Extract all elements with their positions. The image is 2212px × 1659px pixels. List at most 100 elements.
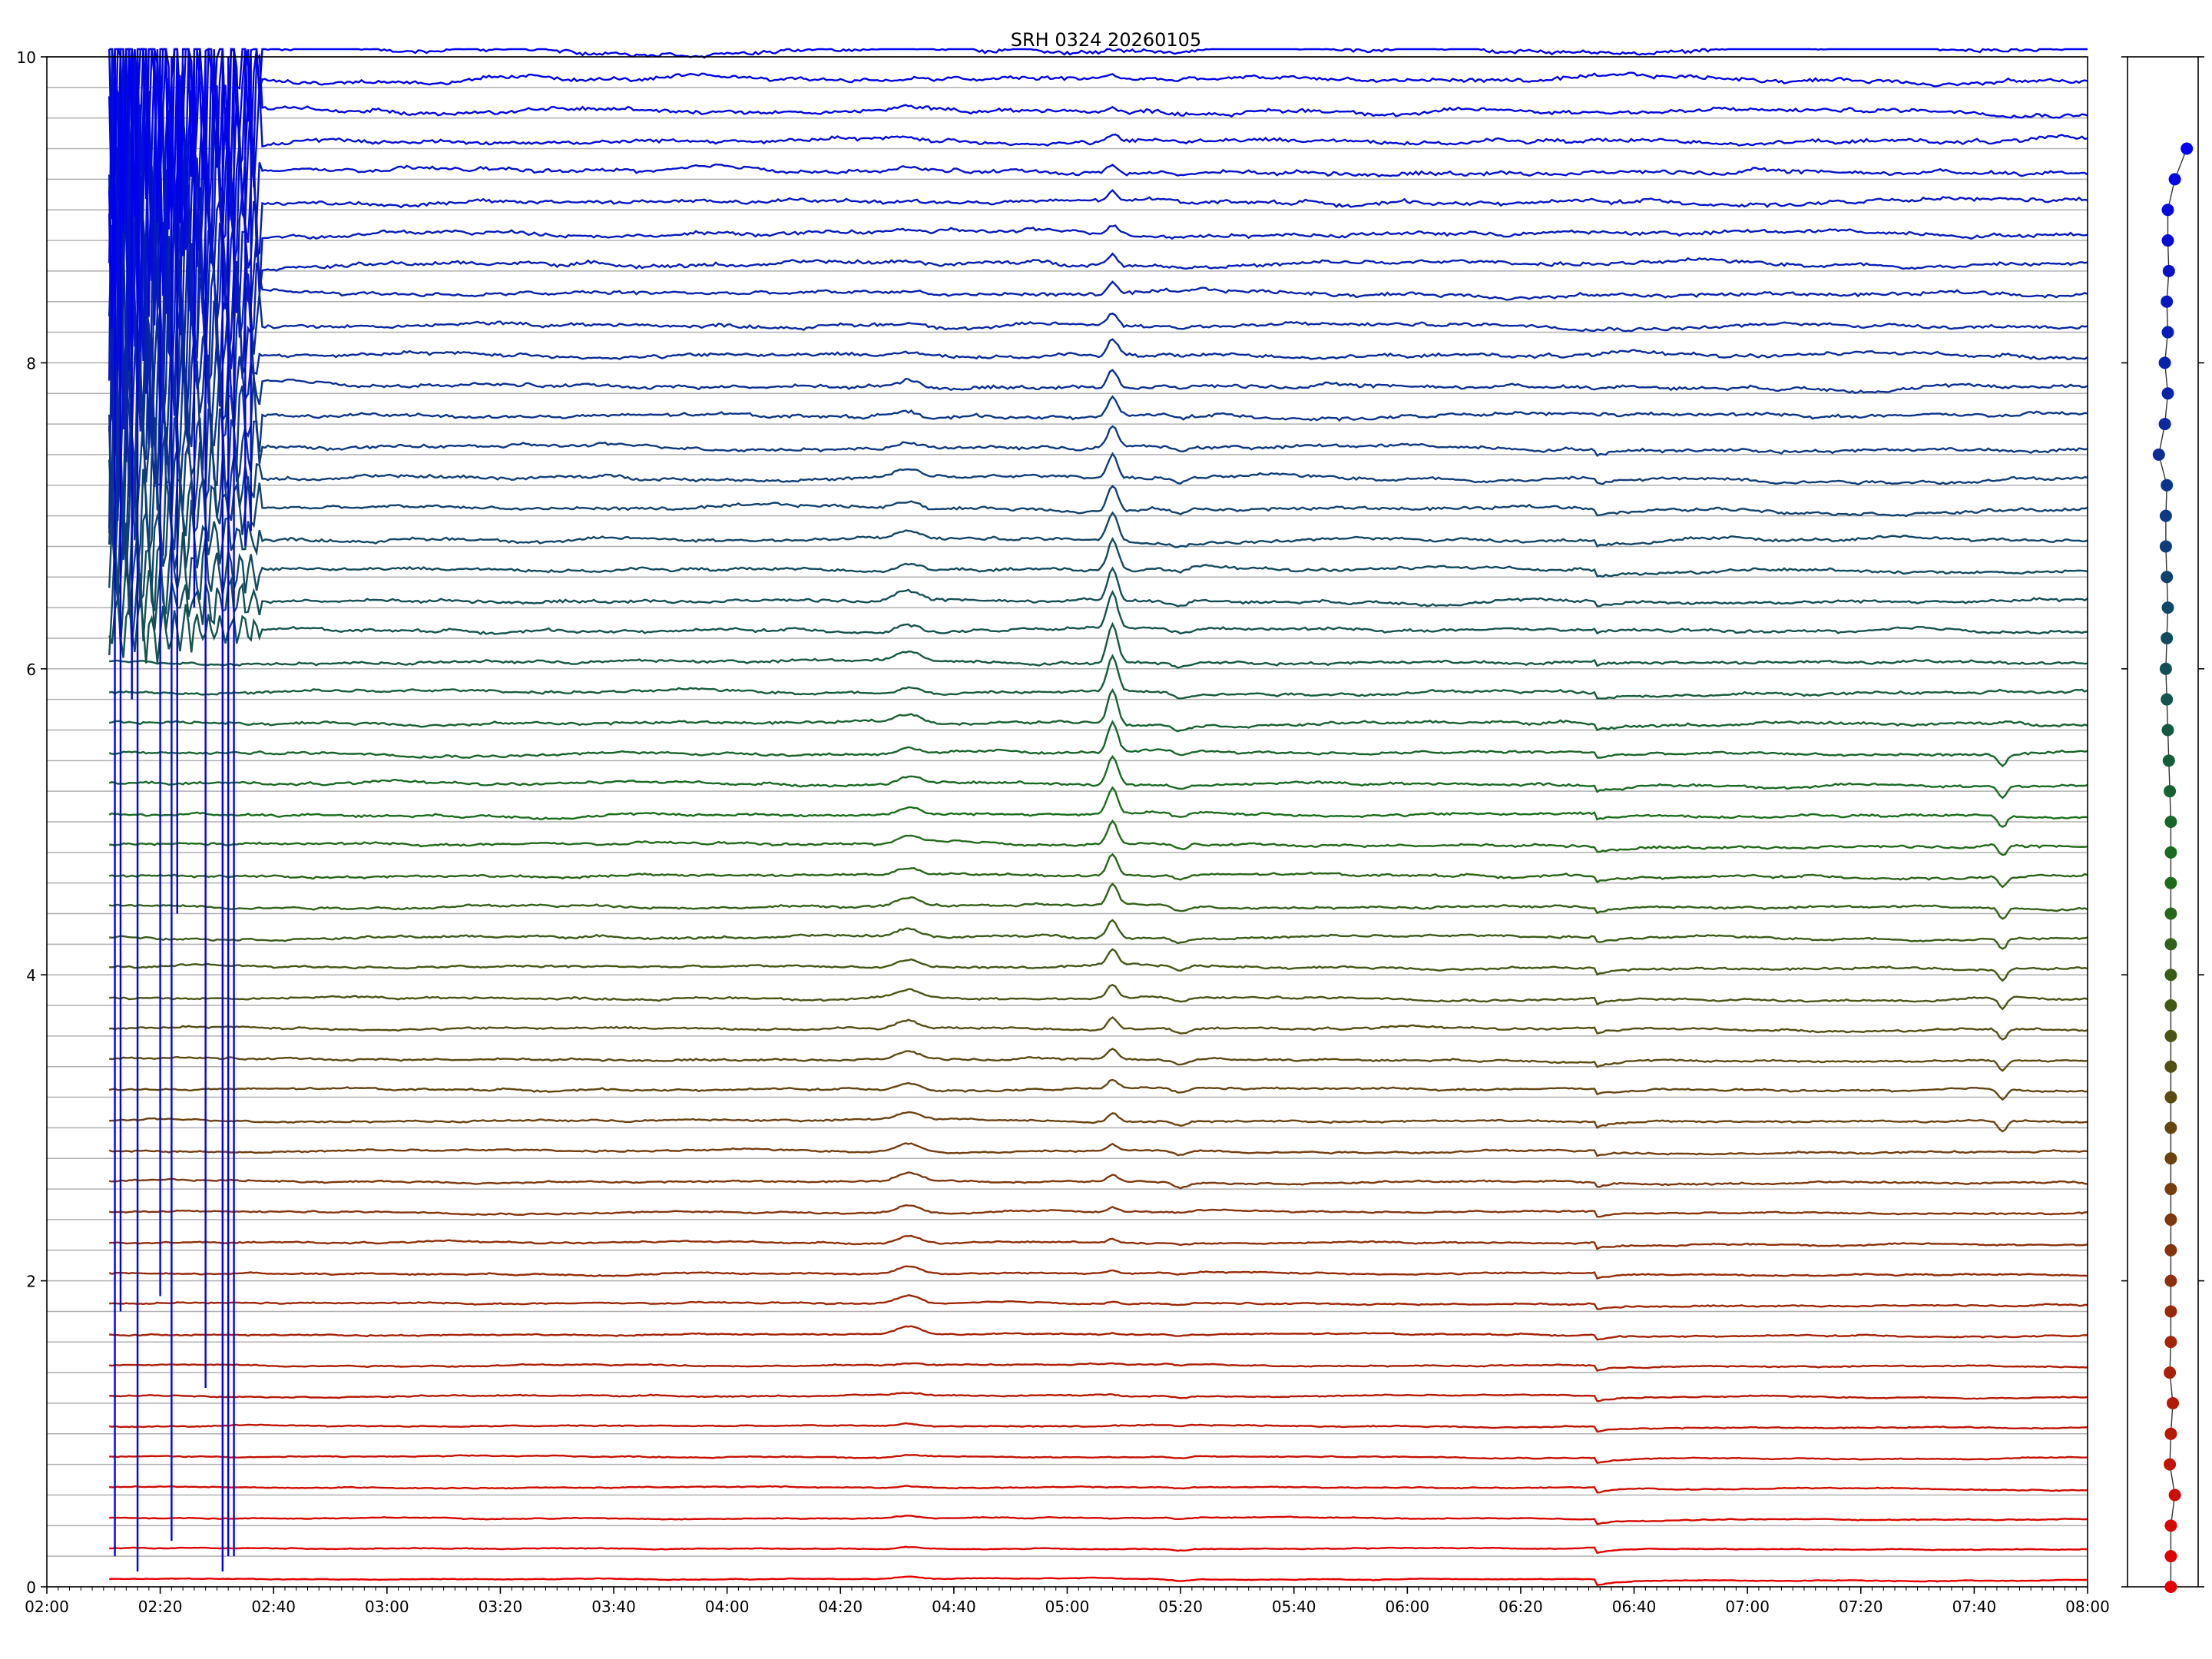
trace-line [108,589,2088,664]
side-point [2161,234,2174,247]
side-point [2152,448,2165,461]
side-point [2164,938,2177,951]
side-point [2164,1427,2177,1440]
x-tick-label: 06:00 [1386,1598,1430,1616]
x-tick-label: 02:40 [251,1598,296,1616]
side-point [2164,1243,2177,1257]
trace-line [109,983,2088,1011]
trace-line [108,1078,2088,1101]
side-point [2161,724,2174,737]
side-point [2161,387,2174,400]
side-point [2164,1213,2177,1226]
x-tick-label: 02:20 [138,1598,183,1616]
trace-line [108,654,2088,700]
side-point [2164,1121,2177,1134]
side-point [2164,1519,2177,1532]
side-point [2181,142,2194,155]
trace-line [108,186,2088,436]
trace-line [109,1575,2088,1587]
x-tick-label: 02:00 [25,1598,69,1616]
side-point [2162,264,2175,277]
trace-line [109,1171,2088,1190]
trace-line [109,1293,2088,1310]
trace-line [108,48,2088,339]
side-point [2164,1305,2177,1318]
x-tick-label: 03:20 [478,1598,523,1616]
trace-line [109,48,2088,371]
side-point [2158,418,2171,431]
side-point [2164,969,2177,982]
side-axes-frame [2127,56,2199,1588]
trace-line [109,1515,2088,1525]
side-point [2164,1274,2177,1287]
x-tick-label: 03:40 [591,1598,636,1616]
side-point [2164,907,2177,920]
side-point [2164,1029,2177,1042]
chart-title: SRH 0324 20260105 [1011,29,1201,51]
trace-line [109,1362,2088,1373]
x-tick-label: 04:20 [818,1598,863,1616]
side-point [2164,1060,2177,1073]
trace-line [108,853,2088,889]
side-point [2159,509,2172,522]
trace-line [108,224,2088,522]
side-point [2164,876,2177,889]
side-point [2168,173,2181,186]
trace-line [109,1453,2088,1465]
trace-line [109,1204,2088,1218]
trace-line [108,1142,2088,1157]
side-point [2164,1550,2177,1563]
trace-line [109,820,2088,856]
trace-line [108,340,2088,560]
x-tick-label: 05:40 [1272,1598,1316,1616]
trace-line [109,1325,2088,1341]
trace-line [108,104,2088,429]
x-tick-label: 04:00 [705,1598,750,1616]
trace-line [109,1048,2088,1072]
trace-line [108,786,2088,828]
x-tick-label: 06:20 [1498,1598,1543,1616]
main-plot: 0 2 4 6 8 10 02:00 02:20 02:40 03:00 03:20 03:40 04:… [17,47,2110,1616]
side-point [2164,1458,2177,1471]
x-tick-label: 07:00 [1725,1598,1770,1616]
side-point [2161,204,2174,217]
trace-line [108,1265,2088,1280]
trace-line [108,541,2088,656]
side-point [2164,1183,2177,1196]
side-point [2164,816,2177,828]
side-point [2168,1488,2181,1502]
x-tick-label: 03:00 [365,1598,409,1616]
side-point [2164,1581,2177,1593]
trace-line [109,1422,2088,1433]
trace-line [108,48,2088,372]
trace-line [108,720,2088,767]
side-point [2161,693,2174,706]
side-point [2164,785,2177,798]
y-tick-label: 0 [26,1578,36,1597]
y-tick-label: 10 [17,48,36,67]
side-point [2162,754,2175,767]
side-point [2161,631,2174,644]
trace-line [108,414,2088,573]
trace-line [108,330,2088,545]
side-point [2164,1336,2177,1349]
x-tick-label: 06:40 [1612,1598,1657,1616]
trace-line [108,474,2088,608]
side-point [2164,1152,2177,1165]
trace-line [109,688,2088,733]
side-point [2159,540,2172,553]
trace-line [109,948,2088,982]
trace-line [108,48,2088,220]
side-point [2164,999,2177,1012]
trace-line [109,1392,2088,1402]
y-tick-label: 4 [26,966,36,985]
side-point [2159,662,2172,675]
trace-line [109,1545,2088,1555]
y-tick-label: 6 [26,661,36,679]
trace-line [109,1016,2088,1041]
trace-line [109,1485,2088,1494]
trace-line [108,48,2088,409]
side-point [2164,1366,2177,1379]
x-tick-label: 04:40 [932,1598,976,1616]
side-point [2161,478,2174,492]
